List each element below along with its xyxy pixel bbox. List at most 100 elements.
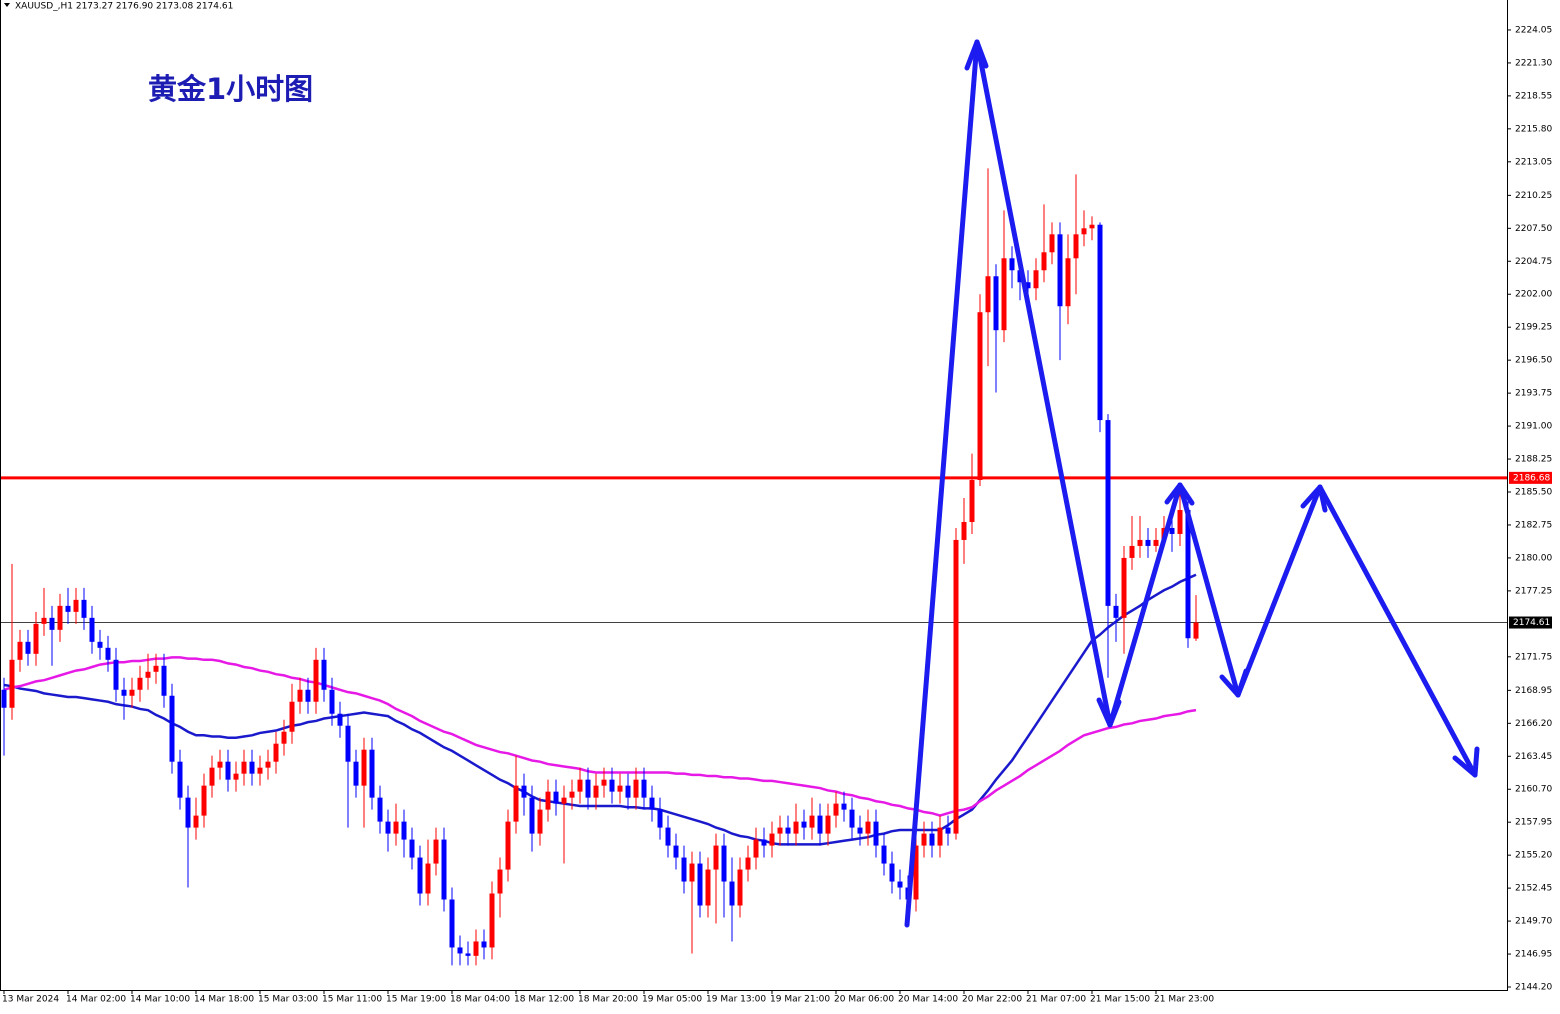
candle-body (145, 671, 151, 678)
candle-body (1073, 234, 1079, 259)
candle-body (713, 845, 719, 870)
moving-average (3, 573, 1197, 846)
candle-body (769, 833, 775, 846)
candle-body (441, 839, 447, 900)
candle-body (817, 815, 823, 834)
candle-body (921, 833, 927, 846)
candle-body (681, 857, 687, 882)
candle-body (49, 617, 55, 630)
candle-body (73, 599, 79, 612)
candle-body (321, 659, 327, 690)
candle-body (529, 797, 535, 834)
candle-body (937, 827, 943, 846)
candle-body (385, 821, 391, 834)
chart-title: 黄金1小时图 (148, 72, 313, 106)
candle-body (185, 797, 191, 828)
candle-body (673, 845, 679, 858)
arrow-head (1452, 746, 1480, 778)
candle-body (521, 785, 527, 798)
candle-body (1057, 234, 1063, 307)
x-tick-label: 13 Mar 2024 (2, 995, 59, 1005)
candle-body (977, 312, 983, 481)
candle-body (705, 869, 711, 906)
levels-layer (0, 476, 1507, 623)
y-tick-label: 2152.45 (1515, 884, 1552, 894)
candle-body (889, 863, 895, 882)
candle-body (1033, 270, 1039, 289)
candle-body (81, 599, 87, 618)
candle-body (753, 839, 759, 858)
x-tick-label: 18 Mar 12:00 (514, 995, 574, 1005)
y-tick-label: 2155.20 (1515, 851, 1552, 861)
candle-body (1137, 539, 1143, 546)
candle-body (745, 857, 751, 870)
candle-body (601, 779, 607, 786)
candle-body (401, 821, 407, 840)
candle-body (961, 521, 967, 540)
candle-body (153, 665, 159, 672)
candle-body (217, 761, 223, 768)
candle-body (17, 641, 23, 660)
candle-body (1, 689, 7, 708)
candle-body (1081, 228, 1087, 235)
x-tick-label: 15 Mar 11:00 (322, 995, 382, 1005)
x-tick-label: 18 Mar 04:00 (450, 995, 510, 1005)
candle-body (257, 767, 263, 774)
candle-body (801, 821, 807, 828)
x-tick-label: 14 Mar 10:00 (130, 995, 190, 1005)
candle-body (777, 827, 783, 834)
moving-average (3, 656, 1197, 817)
candle-body (57, 605, 63, 630)
candle-body (473, 941, 479, 956)
x-tick-label: 15 Mar 19:00 (386, 995, 446, 1005)
candle-body (833, 803, 839, 816)
y-tick-label: 2213.05 (1515, 157, 1552, 167)
candle-body (193, 815, 199, 828)
x-tick-label: 21 Mar 07:00 (1026, 995, 1086, 1005)
candle-body (761, 839, 767, 846)
candle-body (729, 881, 735, 906)
y-tick-label: 2182.75 (1515, 520, 1552, 530)
candle-body (649, 797, 655, 810)
y-tick-label: 2171.75 (1515, 652, 1552, 662)
header: XAUUSD_,H1 2173.27 2176.90 2173.08 2174.… (15, 2, 233, 12)
candle-body (241, 761, 247, 774)
arrow-up (904, 39, 980, 928)
candle-body (449, 899, 455, 948)
candle-body (65, 605, 71, 612)
candle-body (809, 815, 815, 828)
y-tick-label: 2185.50 (1515, 488, 1552, 498)
candle-body (657, 809, 663, 828)
candle-body (577, 779, 583, 792)
candle-body (545, 791, 551, 810)
candle-body (1105, 420, 1111, 606)
x-tick-label: 15 Mar 03:00 (258, 995, 318, 1005)
candle-body (273, 743, 279, 762)
y-tick-label: 2221.30 (1515, 58, 1552, 68)
y-tick-label: 2191.00 (1515, 422, 1552, 432)
candle-body (377, 797, 383, 822)
candle-body (865, 821, 871, 834)
candle-body (425, 863, 431, 894)
y-tick-label: 2180.00 (1515, 553, 1552, 563)
candle-body (849, 809, 855, 828)
candle-body (353, 761, 359, 786)
candle-body (417, 857, 423, 894)
y-tick-label: 2168.95 (1515, 686, 1552, 696)
candle-body (561, 797, 567, 804)
x-tick-label: 19 Mar 13:00 (706, 995, 766, 1005)
candle-body (225, 761, 231, 780)
candle-body (689, 863, 695, 882)
y-tick-label: 2144.20 (1515, 983, 1552, 993)
candle-body (793, 821, 799, 834)
arrow-up (1107, 482, 1183, 728)
ma-layer (3, 573, 1197, 846)
candle-body (641, 779, 647, 798)
y-tick-label: 2202.00 (1515, 290, 1552, 300)
y-tick-label: 2204.75 (1515, 257, 1552, 267)
candle-body (721, 845, 727, 882)
arrow-down (1317, 484, 1478, 778)
candle-body (329, 689, 335, 714)
candle-body (177, 761, 183, 798)
y-tick-label: 2218.55 (1515, 91, 1552, 101)
